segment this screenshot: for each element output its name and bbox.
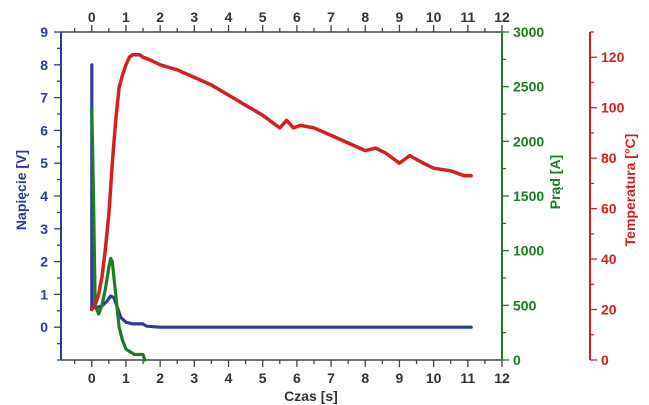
current-series-line [90,106,147,362]
current-axis-tick-label: 2000 [513,133,544,149]
temperature-axis-tick-label: 40 [601,251,617,267]
x-tick-label-top: 5 [259,9,267,25]
voltage-axis-tick-label: 4 [40,188,48,204]
x-tick-label-top: 6 [293,9,301,25]
x-tick-label-bottom: 11 [460,370,475,386]
x-tick-label-top: 8 [361,9,369,25]
temperature-axis-tick-label: 80 [601,150,617,166]
current-axis-tick-label: 1000 [513,243,544,259]
x-tick-label-bottom: 7 [327,370,335,386]
x-tick-label-top: 3 [190,9,198,25]
voltage-axis-tick-label: 2 [40,254,48,270]
voltage-axis-tick-label: 8 [40,57,48,73]
x-tick-label-top: 12 [494,9,510,25]
x-tick-label-bottom: 3 [190,370,198,386]
temperature-axis-tick-label: 60 [601,201,617,217]
x-tick-label-top: 11 [460,9,475,25]
x-tick-label-bottom: 10 [426,370,442,386]
temperature-axis-title: Temperatura [°C] [622,134,638,247]
voltage-axis-tick-label: 0 [40,319,48,335]
current-axis-tick-label: 3000 [513,24,544,40]
x-tick-label-bottom: 1 [122,370,130,386]
temperature-axis-tick-label: 120 [601,49,625,65]
voltage-axis-tick-label: 9 [40,24,48,40]
voltage-axis-tick-label: 6 [40,122,48,138]
voltage-axis-tick-label: 3 [40,221,48,237]
voltage-axis-title: Napięcie [V] [13,150,29,230]
x-tick-label-bottom: 12 [494,370,510,386]
temperature-axis-tick-label: 0 [601,352,609,368]
current-axis-tick-label: 500 [513,297,537,313]
x-tick-label-bottom: 6 [293,370,301,386]
x-tick-label-bottom: 0 [88,370,96,386]
x-tick-label-bottom: 4 [225,370,233,386]
series-layer [90,52,473,362]
x-tick-label-top: 4 [225,9,233,25]
x-tick-label-top: 10 [426,9,442,25]
current-axis-tick-label: 1500 [513,188,544,204]
current-axis-tick-label: 0 [513,352,521,368]
ticks-layer: 0011223344556677889910101111121201234567… [40,9,624,386]
x-tick-label-top: 0 [88,9,96,25]
temperature-axis-tick-label: 20 [601,302,617,318]
x-axis-title: Czas [s] [284,388,338,404]
x-tick-label-top: 2 [156,9,164,25]
x-tick-label-bottom: 9 [396,370,404,386]
x-tick-label-bottom: 2 [156,370,164,386]
x-tick-label-top: 9 [396,9,404,25]
current-axis-tick-label: 2500 [513,79,544,95]
temperature-axis-tick-label: 100 [601,100,625,116]
x-tick-label-top: 7 [327,9,335,25]
x-tick-label-bottom: 8 [361,370,369,386]
voltage-axis-tick-label: 5 [40,155,48,171]
x-tick-label-top: 1 [122,9,130,25]
voltage-axis-tick-label: 7 [40,90,48,106]
voltage-axis-tick-label: 1 [40,286,48,302]
x-tick-label-bottom: 5 [259,370,267,386]
temperature-series-line [90,52,473,312]
current-axis-title: Prąd [A] [547,155,563,209]
